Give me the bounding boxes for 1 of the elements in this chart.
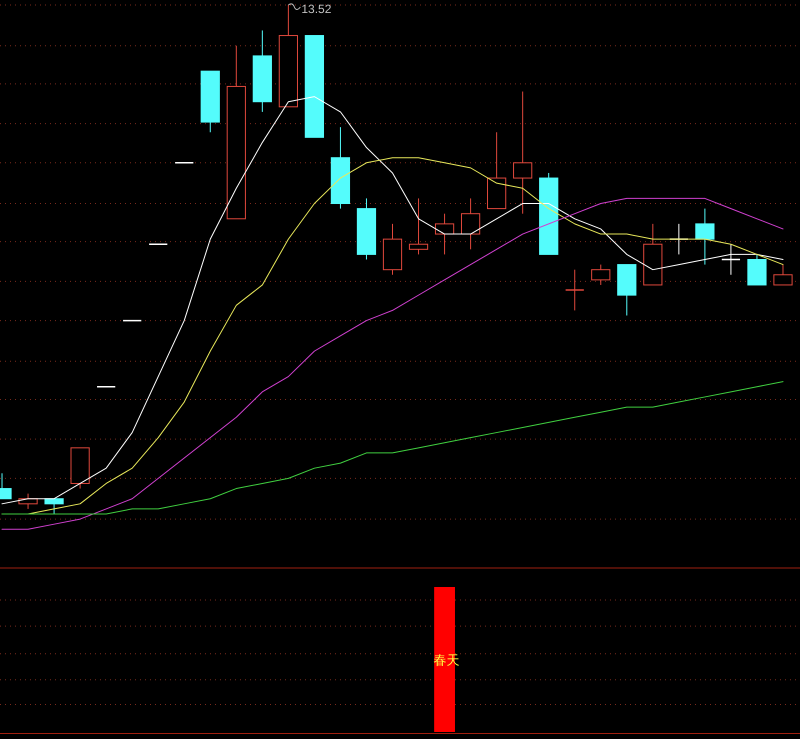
annotation: 13.52 [301, 2, 332, 16]
